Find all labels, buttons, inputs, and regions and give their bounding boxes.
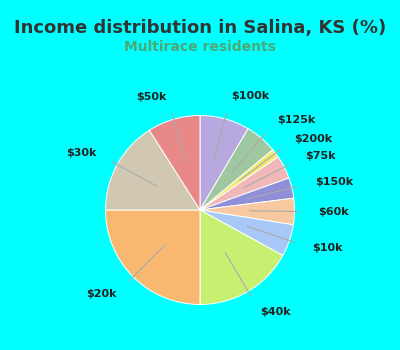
Wedge shape	[200, 116, 248, 210]
Text: $20k: $20k	[86, 288, 116, 299]
Wedge shape	[200, 157, 289, 210]
Text: $200k: $200k	[294, 134, 332, 144]
Wedge shape	[200, 210, 293, 256]
Text: Income distribution in Salina, KS (%): Income distribution in Salina, KS (%)	[14, 19, 386, 37]
Text: $125k: $125k	[277, 115, 315, 125]
Wedge shape	[200, 198, 294, 225]
Wedge shape	[106, 210, 200, 304]
Text: Multirace residents: Multirace residents	[124, 40, 276, 54]
Wedge shape	[200, 210, 283, 304]
Text: $100k: $100k	[231, 91, 269, 101]
Wedge shape	[200, 129, 273, 210]
Text: $30k: $30k	[66, 148, 96, 158]
Text: $60k: $60k	[318, 207, 349, 217]
Wedge shape	[149, 116, 200, 210]
Text: $50k: $50k	[137, 92, 167, 102]
Text: $40k: $40k	[260, 307, 291, 317]
Text: $75k: $75k	[305, 151, 336, 161]
Wedge shape	[106, 130, 200, 210]
Wedge shape	[200, 150, 278, 210]
Wedge shape	[200, 178, 294, 210]
Text: $10k: $10k	[312, 243, 342, 253]
Text: $150k: $150k	[315, 177, 353, 187]
